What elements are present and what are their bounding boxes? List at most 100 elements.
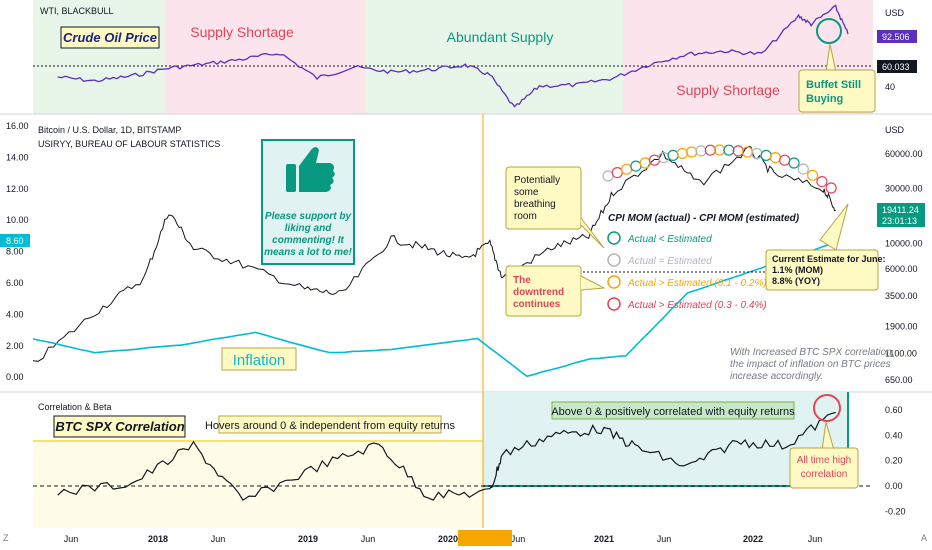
hovers-box (218, 415, 442, 434)
cpi-marker (686, 146, 698, 158)
downtrend-line-2: downtrend (513, 287, 564, 298)
cpi-marker (760, 149, 772, 161)
btc-spx-label: BTC SPX Correlation (55, 419, 184, 434)
event-date-badge (458, 530, 512, 546)
right-axis-ticks: 60000.00 30000.00 10000.00 6000.00 3500.00 19… (885, 149, 923, 385)
btc-pane: Bitcoin / U.S. Dollar, 1D, BITSTAMP USIR… (0, 114, 925, 392)
wti-pane: WTI, BLACKBULL USD 40 92.506 60.033 Crud… (33, 0, 917, 114)
corr-tick: 0.60 (885, 405, 903, 415)
estimate-yoy: 8.8% (YOY) (772, 276, 820, 286)
right-tick: 650.00 (885, 375, 913, 385)
estimate-title: Current Estimate for June: (772, 254, 886, 264)
btc-last-time: 23:01:13 (882, 216, 917, 226)
cpi-marker (816, 176, 828, 188)
cpi-marker (788, 157, 800, 169)
cpi-marker (732, 145, 744, 157)
estimate-box (765, 249, 879, 291)
btc-symbol: Bitcoin / U.S. Dollar, 1D, BITSTAMP (38, 125, 181, 135)
inflation-label-box (221, 347, 297, 371)
wti-highlight-circle (816, 18, 842, 44)
inflation-badge (0, 234, 30, 247)
corr-note-1: With Increased BTC SPX correlation, (730, 347, 894, 358)
wti-ref-price: 60.033 (882, 62, 910, 72)
cpi-marker (704, 144, 716, 156)
wti-symbol: WTI, BLACKBULL (40, 6, 114, 16)
left-tick: 0.00 (6, 372, 24, 382)
cpi-marker (769, 152, 782, 164)
zone-label-supply-shortage-1: Supply Shortage (190, 24, 294, 40)
right-tick: 1100.00 (885, 349, 917, 359)
cpi-marker (723, 144, 735, 156)
btc-currency: USD (885, 125, 905, 135)
cpi-legend-text: Actual > Estimated (0.3 - 0.4%) (627, 300, 767, 311)
x-axis: Jun2018Jun2019Jun202008 Mar '20Jun2021Ju… (64, 534, 823, 544)
cpi-marker (676, 147, 689, 160)
corr-tick: 0.40 (885, 430, 903, 440)
left-tick: 12.00 (6, 184, 29, 194)
corr-tick: -0.20 (885, 506, 906, 516)
zone-label-supply-shortage-2: Supply Shortage (676, 82, 780, 98)
left-tick: 10.00 (6, 215, 29, 225)
right-tick: 1900.00 (885, 321, 918, 331)
buffet-line-1: Buffet Still (806, 79, 861, 91)
left-tick: 6.00 (6, 278, 24, 288)
zone-abundant-supply (365, 0, 623, 114)
breathing-line-4: room (514, 211, 537, 222)
x-tick: 2018 (148, 534, 168, 544)
wti-last-price: 92.506 (882, 32, 910, 42)
left-tick: 14.00 (6, 152, 29, 162)
cpi-marker (602, 170, 614, 182)
corr-tick: 0.20 (885, 456, 903, 466)
ath-line-2: correlation (801, 469, 848, 480)
crude-oil-label: Crude Oil Price (63, 30, 157, 45)
downtrend-line-3: continues (513, 299, 561, 310)
cpi-markers (602, 144, 837, 194)
inflation-line (32, 241, 836, 378)
wti-currency: USD (885, 8, 905, 18)
downtrend-line-1: The (513, 275, 531, 286)
cpi-legend-title: CPI MOM (actual) - CPI MOM (estimated) (608, 213, 800, 224)
corr-tick: 0.00 (885, 481, 903, 491)
breathing-pointer (580, 217, 605, 249)
x-tick: 2022 (743, 534, 763, 544)
thumbs-line-3: commenting! It (272, 235, 344, 246)
downtrend-box (505, 265, 582, 317)
left-tick: 8.00 (6, 247, 24, 257)
corr-symbol: Correlation & Beta (38, 402, 112, 412)
cpi-marker (648, 154, 661, 166)
cpi-legend-marker (607, 275, 621, 289)
ath-circle (813, 394, 841, 422)
cpi-legend-marker (607, 231, 621, 245)
corr-pane: Correlation & Beta 0.60 0.40 0.20 0.00 -0.20… (33, 392, 906, 528)
corr-line (57, 411, 836, 502)
cpi-legend-text: Actual < Estimated (627, 234, 712, 245)
z-label: Z (3, 533, 9, 543)
breathing-line-1: Potentially (514, 175, 560, 186)
buffet-callout-box (798, 69, 876, 113)
right-tick: 10000.00 (885, 239, 923, 249)
corr-note-2: the impact of inflation on BTC prices (730, 359, 891, 370)
x-tick: Jun (657, 534, 672, 544)
cpi-marker (630, 160, 642, 172)
downtrend-pointer (580, 275, 606, 291)
corr-right-ticks: 0.60 0.40 0.20 0.00 -0.20 (885, 405, 906, 516)
btc-last-price: 19411.24 (882, 205, 919, 215)
cpi-legend-marker (607, 297, 621, 311)
btc-last-badge (877, 203, 925, 227)
cpi-marker (611, 167, 623, 179)
cpi-legend: Actual < Estimated Actual = Estimated Actu… (607, 231, 767, 311)
cpi-legend-marker (607, 253, 621, 267)
zone-green-1 (33, 0, 165, 114)
x-tick: 2019 (298, 534, 318, 544)
cpi-marker (667, 149, 679, 161)
cpi-marker (779, 154, 791, 166)
right-tick: 60000.00 (885, 149, 923, 159)
thumbs-up-icon (286, 147, 335, 192)
x-tick: Jun (64, 534, 79, 544)
btc-line (32, 145, 836, 362)
estimate-mom: 1.1% (MOM) (772, 265, 823, 275)
left-tick: 16.00 (6, 121, 29, 131)
btc-spx-label-box (53, 415, 186, 438)
corr-zone-yellow (33, 441, 483, 528)
